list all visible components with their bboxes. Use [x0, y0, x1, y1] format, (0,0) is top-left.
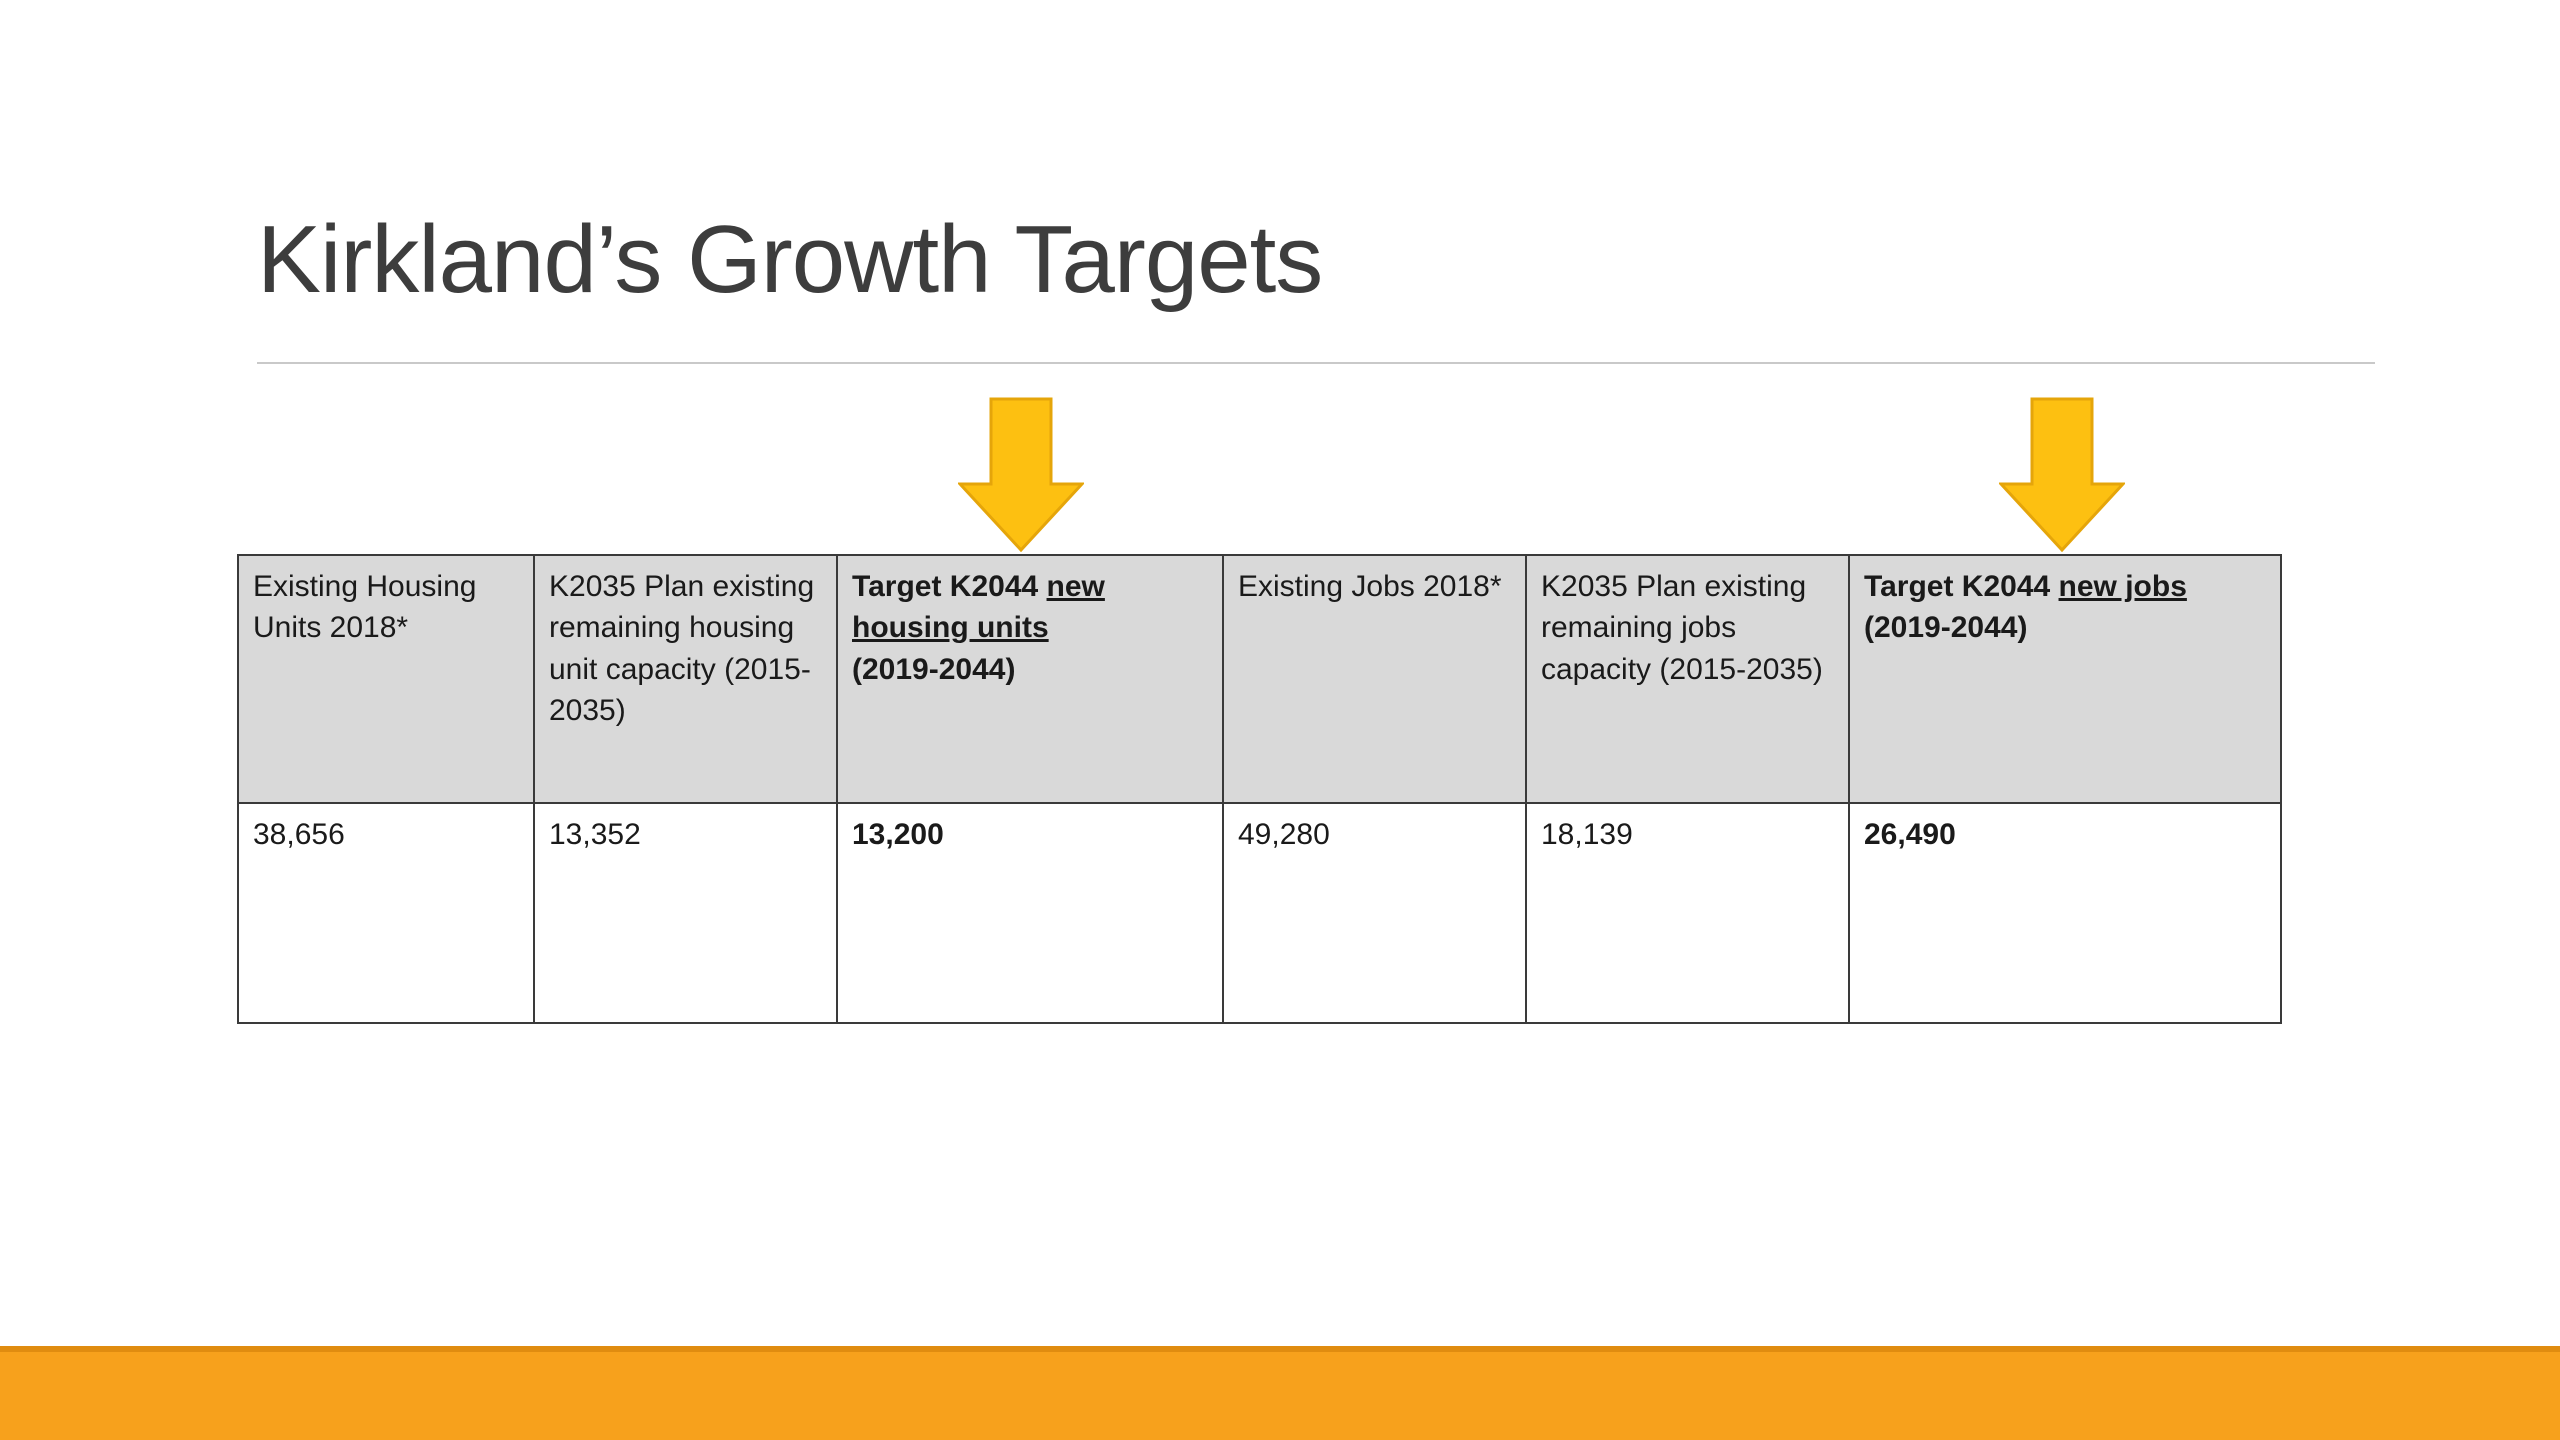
header-text-prefix: Target K2044 — [1864, 570, 2059, 603]
cell-target-new-jobs: 26,490 — [1848, 802, 2282, 1024]
header-text-underlined: new jobs — [2058, 570, 2187, 603]
header-text: K2035 Plan existing remaining housing un… — [549, 570, 815, 728]
header-k2035-housing-capacity: K2035 Plan existing remaining housing un… — [533, 554, 838, 804]
header-k2035-jobs-capacity: K2035 Plan existing remaining jobs capac… — [1525, 554, 1850, 804]
cell-target-new-housing-units: 13,200 — [836, 802, 1224, 1024]
header-text-prefix: Target K2044 — [852, 570, 1047, 603]
growth-targets-table: Existing Housing Units 2018* K2035 Plan … — [237, 554, 2282, 1024]
cell-k2035-housing-capacity: 13,352 — [533, 802, 838, 1024]
header-text: K2035 Plan existing remaining jobs capac… — [1541, 570, 1823, 686]
header-text-suffix: (2019-2044) — [1864, 611, 2028, 645]
cell-k2035-jobs-capacity: 18,139 — [1525, 802, 1850, 1024]
header-text: Existing Housing Units 2018* — [253, 570, 477, 645]
table-header-row: Existing Housing Units 2018* K2035 Plan … — [237, 554, 2282, 804]
down-arrow-jobs-target-icon — [1997, 397, 2127, 553]
header-target-k2044-new-jobs: Target K2044 new jobs (2019-2044) — [1848, 554, 2282, 804]
cell-existing-housing-units: 38,656 — [237, 802, 535, 1024]
header-text: Existing Jobs 2018* — [1238, 570, 1502, 603]
header-text-suffix: (2019-2044) — [852, 652, 1016, 686]
down-arrow-housing-target-icon — [956, 397, 1086, 553]
header-target-k2044-new-housing-units: Target K2044 new housing units (2019-204… — [836, 554, 1224, 804]
header-existing-housing-units: Existing Housing Units 2018* — [237, 554, 535, 804]
page-title: Kirkland’s Growth Targets — [257, 206, 1323, 313]
header-text-underlined: new housing units — [852, 570, 1105, 645]
header-existing-jobs: Existing Jobs 2018* — [1222, 554, 1527, 804]
title-divider — [257, 362, 2375, 364]
cell-existing-jobs: 49,280 — [1222, 802, 1527, 1024]
table-data-row: 38,656 13,352 13,200 49,280 18,139 26,49… — [237, 802, 2282, 1024]
footer-accent-bar — [0, 1346, 2560, 1440]
